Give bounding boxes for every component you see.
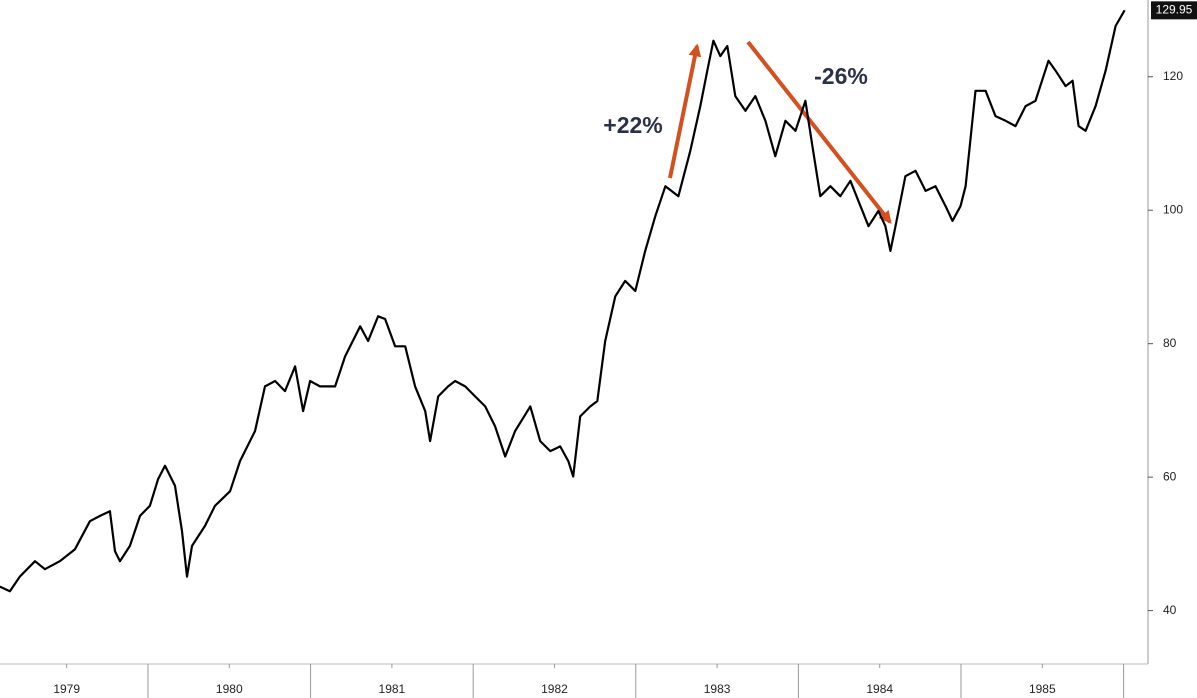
y-tick-label: 120 — [1163, 69, 1183, 83]
arrow-up — [668, 43, 702, 179]
series-line — [0, 9, 1126, 593]
x-tick-label: 1980 — [216, 682, 243, 696]
x-tick-label: 1985 — [1029, 682, 1056, 696]
y-tick-label: 40 — [1163, 603, 1177, 617]
x-tick-label: 1983 — [704, 682, 731, 696]
x-tick-label: 1982 — [541, 682, 568, 696]
y-tick-label: 80 — [1163, 336, 1177, 350]
arrow-down — [746, 40, 892, 225]
annotation: -26% — [814, 63, 868, 89]
x-tick-label: 1984 — [866, 682, 893, 696]
y-tick-label: 100 — [1163, 202, 1183, 216]
last-value-box — [1151, 1, 1197, 20]
x-tick-label: 1979 — [53, 682, 80, 696]
annotation: +22% — [603, 112, 662, 138]
x-tick-label: 1981 — [379, 682, 406, 696]
y-tick-label: 60 — [1163, 469, 1177, 483]
last-value-label: 129.95 — [1156, 3, 1193, 17]
